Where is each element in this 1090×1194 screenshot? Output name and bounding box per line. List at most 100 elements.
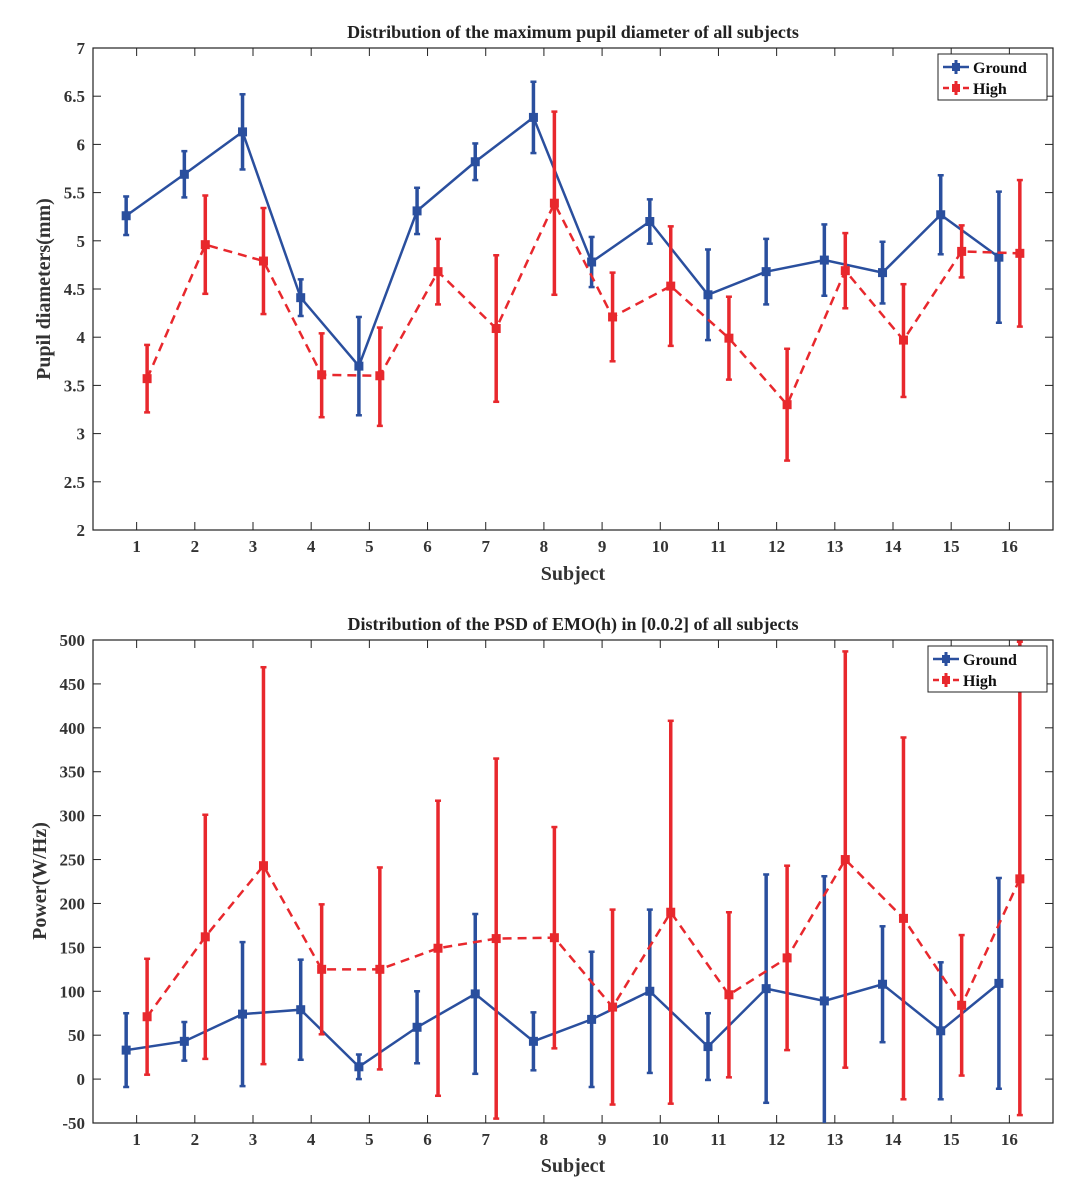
- data-point: [238, 127, 248, 137]
- data-point: [782, 400, 792, 410]
- y-tick-label: 5: [77, 232, 86, 251]
- y-tick-label: 450: [60, 675, 86, 694]
- x-tick-label: 16: [1001, 537, 1018, 556]
- series-line: [145, 200, 1020, 407]
- data-point: [703, 290, 713, 300]
- legend-label: Ground: [973, 60, 1027, 77]
- y-tick-label: 0: [77, 1070, 86, 1089]
- x-tick-label: 3: [249, 537, 258, 556]
- data-point: [666, 907, 676, 917]
- x-tick-label: 4: [307, 537, 316, 556]
- x-tick-label: 4: [307, 1130, 316, 1149]
- legend-marker: [952, 84, 960, 92]
- y-tick-label: -50: [62, 1114, 85, 1133]
- x-tick-label: 7: [481, 1130, 490, 1149]
- data-point: [491, 324, 501, 334]
- data-point: [587, 257, 597, 267]
- y-tick-label: 300: [60, 807, 86, 826]
- y-tick-label: 100: [60, 982, 86, 1001]
- data-point: [898, 913, 908, 923]
- legend-label: High: [963, 673, 997, 690]
- data-point: [317, 964, 327, 974]
- y-tick-label: 50: [68, 1026, 85, 1045]
- x-tick-label: 9: [598, 537, 607, 556]
- data-point: [761, 267, 771, 277]
- data-point: [724, 333, 734, 343]
- data-point: [354, 361, 364, 371]
- legend: Ground High: [937, 53, 1048, 101]
- data-point: [354, 1062, 364, 1072]
- x-tick-label: 8: [540, 1130, 549, 1149]
- data-point: [782, 953, 792, 963]
- x-tick-label: 13: [826, 1130, 843, 1149]
- data-point: [200, 240, 210, 250]
- series-high: [142, 640, 1025, 1120]
- y-tick-label: 6.5: [64, 87, 85, 106]
- legend-marker: [952, 63, 960, 71]
- data-point: [433, 267, 443, 277]
- x-tick-label: 3: [249, 1130, 258, 1149]
- data-point: [819, 996, 829, 1006]
- data-point: [179, 169, 189, 179]
- x-tick-label: 16: [1001, 1130, 1018, 1149]
- x-axis-label: Subject: [541, 1155, 606, 1177]
- x-tick-label: 10: [652, 1130, 669, 1149]
- x-tick-label: 5: [365, 1130, 374, 1149]
- data-point: [703, 1042, 713, 1052]
- data-point: [412, 1022, 422, 1032]
- data-point: [296, 293, 306, 303]
- legend-marker: [942, 655, 950, 663]
- data-point: [898, 335, 908, 345]
- data-point: [936, 210, 946, 220]
- y-tick-label: 4: [77, 328, 86, 347]
- y-tick-label: 6: [77, 135, 86, 154]
- y-tick-label: 2.5: [64, 473, 85, 492]
- data-point: [412, 206, 422, 216]
- x-tick-label: 2: [191, 537, 200, 556]
- y-tick-label: 400: [60, 719, 86, 738]
- data-point: [878, 979, 888, 989]
- data-point: [375, 964, 385, 974]
- data-point: [666, 281, 676, 291]
- y-tick-label: 7: [77, 39, 86, 58]
- x-tick-label: 13: [826, 537, 843, 556]
- legend: Ground High: [927, 645, 1048, 693]
- plot-frame: [92, 639, 1054, 1124]
- data-point: [645, 986, 655, 996]
- plot-frame: [92, 47, 1054, 531]
- y-axis-label: Power(W/Hz): [29, 822, 51, 940]
- data-point: [121, 1045, 131, 1055]
- data-point: [470, 157, 480, 167]
- data-point: [296, 1005, 306, 1015]
- x-tick-label: 12: [768, 1130, 785, 1149]
- data-point: [878, 268, 888, 278]
- data-point: [200, 932, 210, 942]
- x-tick-label: 6: [423, 537, 432, 556]
- data-point: [258, 256, 268, 266]
- x-tick-label: 14: [885, 1130, 903, 1149]
- x-tick-label: 1: [132, 1130, 141, 1149]
- data-point: [528, 112, 538, 122]
- legend-marker: [942, 676, 950, 684]
- series-ground: [121, 80, 1004, 417]
- data-point: [142, 374, 152, 384]
- data-point: [549, 933, 559, 943]
- data-point: [375, 371, 385, 381]
- y-tick-label: 5.5: [64, 184, 85, 203]
- data-point: [121, 211, 131, 221]
- x-tick-label: 11: [710, 537, 726, 556]
- y-tick-label: 350: [60, 763, 86, 782]
- y-tick-label: 4.5: [64, 280, 85, 299]
- x-tick-label: 15: [943, 1130, 960, 1149]
- data-point: [840, 266, 850, 276]
- y-tick-label: 2: [77, 521, 86, 540]
- x-tick-label: 11: [710, 1130, 726, 1149]
- x-tick-label: 12: [768, 537, 785, 556]
- data-point: [491, 934, 501, 944]
- y-tick-label: 3: [77, 425, 86, 444]
- data-point: [936, 1026, 946, 1036]
- x-tick-label: 7: [481, 537, 490, 556]
- y-tick-label: 250: [60, 851, 86, 870]
- data-point: [179, 1036, 189, 1046]
